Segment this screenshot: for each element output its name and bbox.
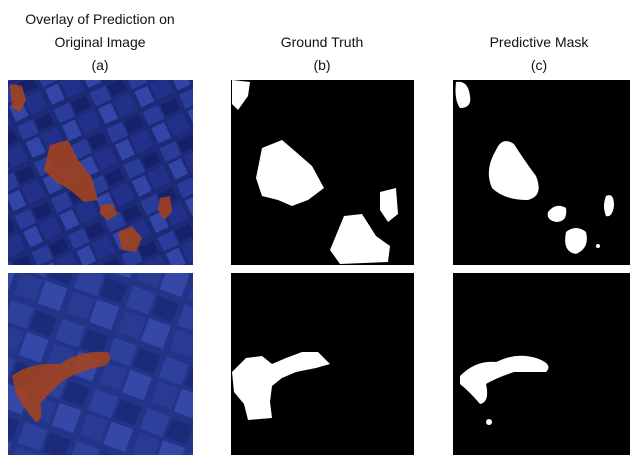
- figure: Overlay of Prediction on Original Image …: [0, 0, 630, 455]
- image-grid: [0, 0, 630, 455]
- ground-truth-mask: [231, 80, 414, 265]
- ground-truth-mask: [231, 273, 414, 455]
- predictive-mask: [453, 80, 630, 265]
- predictive-mask: [453, 273, 630, 455]
- overlay-image: [8, 273, 193, 455]
- overlay-image: [8, 80, 193, 265]
